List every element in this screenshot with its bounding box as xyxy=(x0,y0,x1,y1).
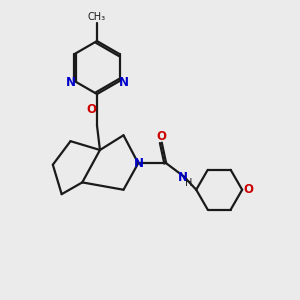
Text: O: O xyxy=(157,130,167,143)
Text: CH₃: CH₃ xyxy=(88,12,106,22)
Text: H: H xyxy=(185,178,193,188)
Text: N: N xyxy=(177,172,188,184)
Text: N: N xyxy=(65,76,76,89)
Text: O: O xyxy=(86,103,96,116)
Text: O: O xyxy=(243,183,253,196)
Text: N: N xyxy=(118,76,128,89)
Text: N: N xyxy=(134,157,144,170)
